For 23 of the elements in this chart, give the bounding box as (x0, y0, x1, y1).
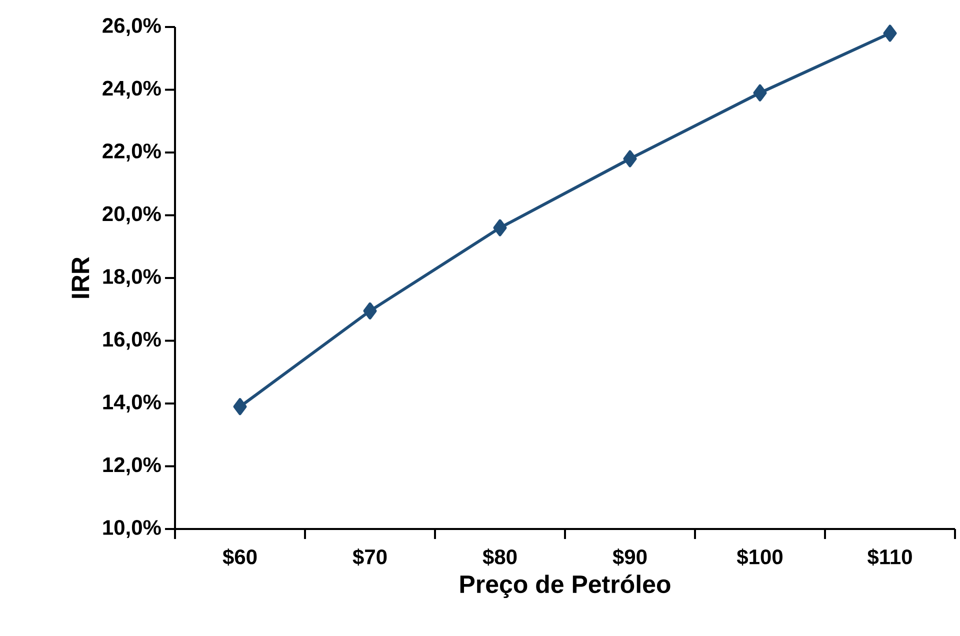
y-tick-label: 24,0% (102, 80, 161, 99)
y-tick-label: 26,0% (102, 18, 161, 36)
x-tick-label: $80 (482, 548, 517, 566)
y-tick-label: 14,0% (103, 394, 161, 412)
point (233, 398, 247, 416)
y-tick-label: 18,0% (103, 269, 161, 287)
x-axis-title: Preço de Petróleo (460, 574, 670, 598)
x-tick-label: $60 (222, 548, 257, 566)
y-tick-label: 16,0% (103, 332, 161, 350)
point (753, 84, 767, 102)
x-tick-label: $110 (868, 548, 912, 566)
point (493, 219, 507, 236)
point (623, 150, 637, 168)
y-tick-label: 20,0% (102, 206, 161, 224)
y-tick-label: 12,0% (103, 457, 161, 476)
x-tick-label: $90 (612, 548, 647, 566)
y-tick-label: 22,0% (102, 144, 161, 162)
y-axis-title: IRR (72, 256, 90, 298)
x-tick-label: $100 (736, 548, 782, 566)
y-tick-label: 10,0% (103, 520, 161, 538)
point (883, 24, 897, 42)
x-tick-label: $70 (352, 548, 387, 566)
point (363, 302, 377, 320)
